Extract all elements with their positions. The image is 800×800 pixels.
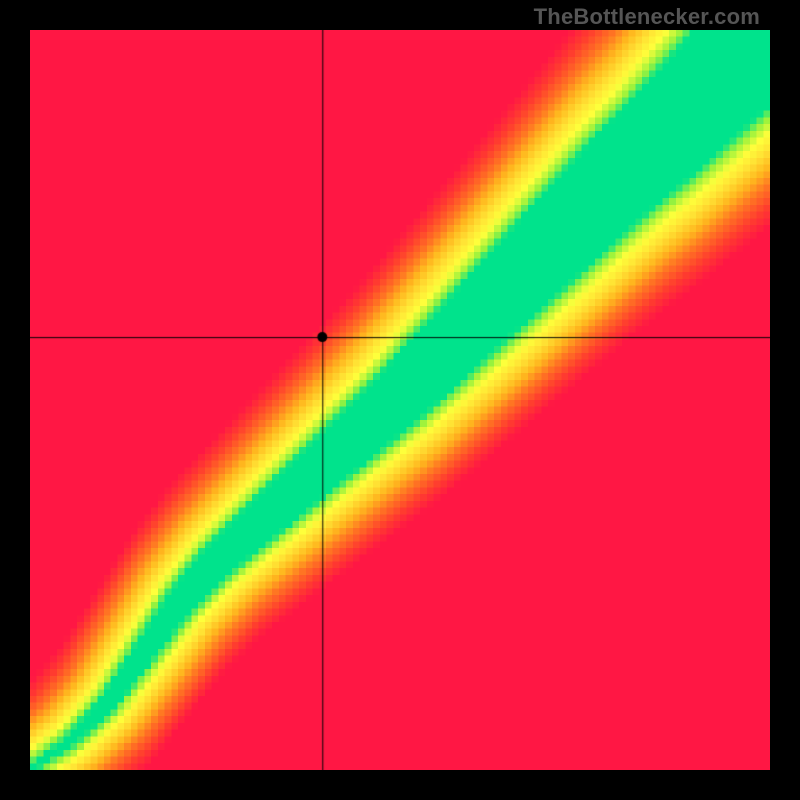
watermark-text: TheBottlenecker.com xyxy=(534,4,760,30)
chart-container: TheBottlenecker.com xyxy=(0,0,800,800)
heatmap-canvas xyxy=(30,30,770,770)
